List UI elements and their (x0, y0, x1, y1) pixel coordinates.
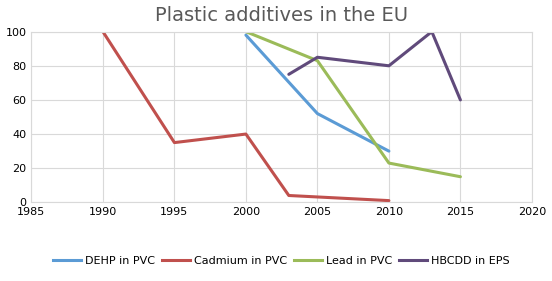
HBCDD in EPS (457, 98, 464, 102)
Cadmium in PVC (99, 30, 106, 33)
HBCDD in EPS (314, 56, 321, 59)
Line: Lead in PVC: Lead in PVC (246, 32, 460, 177)
DEHP in PVC (386, 149, 392, 153)
Legend: DEHP in PVC, Cadmium in PVC, Lead in PVC, HBCDD in EPS: DEHP in PVC, Cadmium in PVC, Lead in PVC… (53, 256, 510, 266)
HBCDD in EPS (386, 64, 392, 67)
Lead in PVC (386, 161, 392, 165)
Lead in PVC (314, 59, 321, 62)
Line: DEHP in PVC: DEHP in PVC (246, 35, 389, 151)
DEHP in PVC (314, 112, 321, 115)
HBCDD in EPS (285, 73, 292, 76)
Cadmium in PVC (285, 194, 292, 197)
Line: HBCDD in EPS: HBCDD in EPS (289, 32, 460, 100)
DEHP in PVC (242, 33, 249, 37)
Title: Plastic additives in the EU: Plastic additives in the EU (155, 6, 408, 24)
Lead in PVC (457, 175, 464, 178)
Cadmium in PVC (386, 199, 392, 202)
Cadmium in PVC (242, 132, 249, 136)
Line: Cadmium in PVC: Cadmium in PVC (103, 32, 389, 201)
Cadmium in PVC (171, 141, 178, 144)
HBCDD in EPS (428, 30, 435, 33)
Lead in PVC (242, 30, 249, 33)
